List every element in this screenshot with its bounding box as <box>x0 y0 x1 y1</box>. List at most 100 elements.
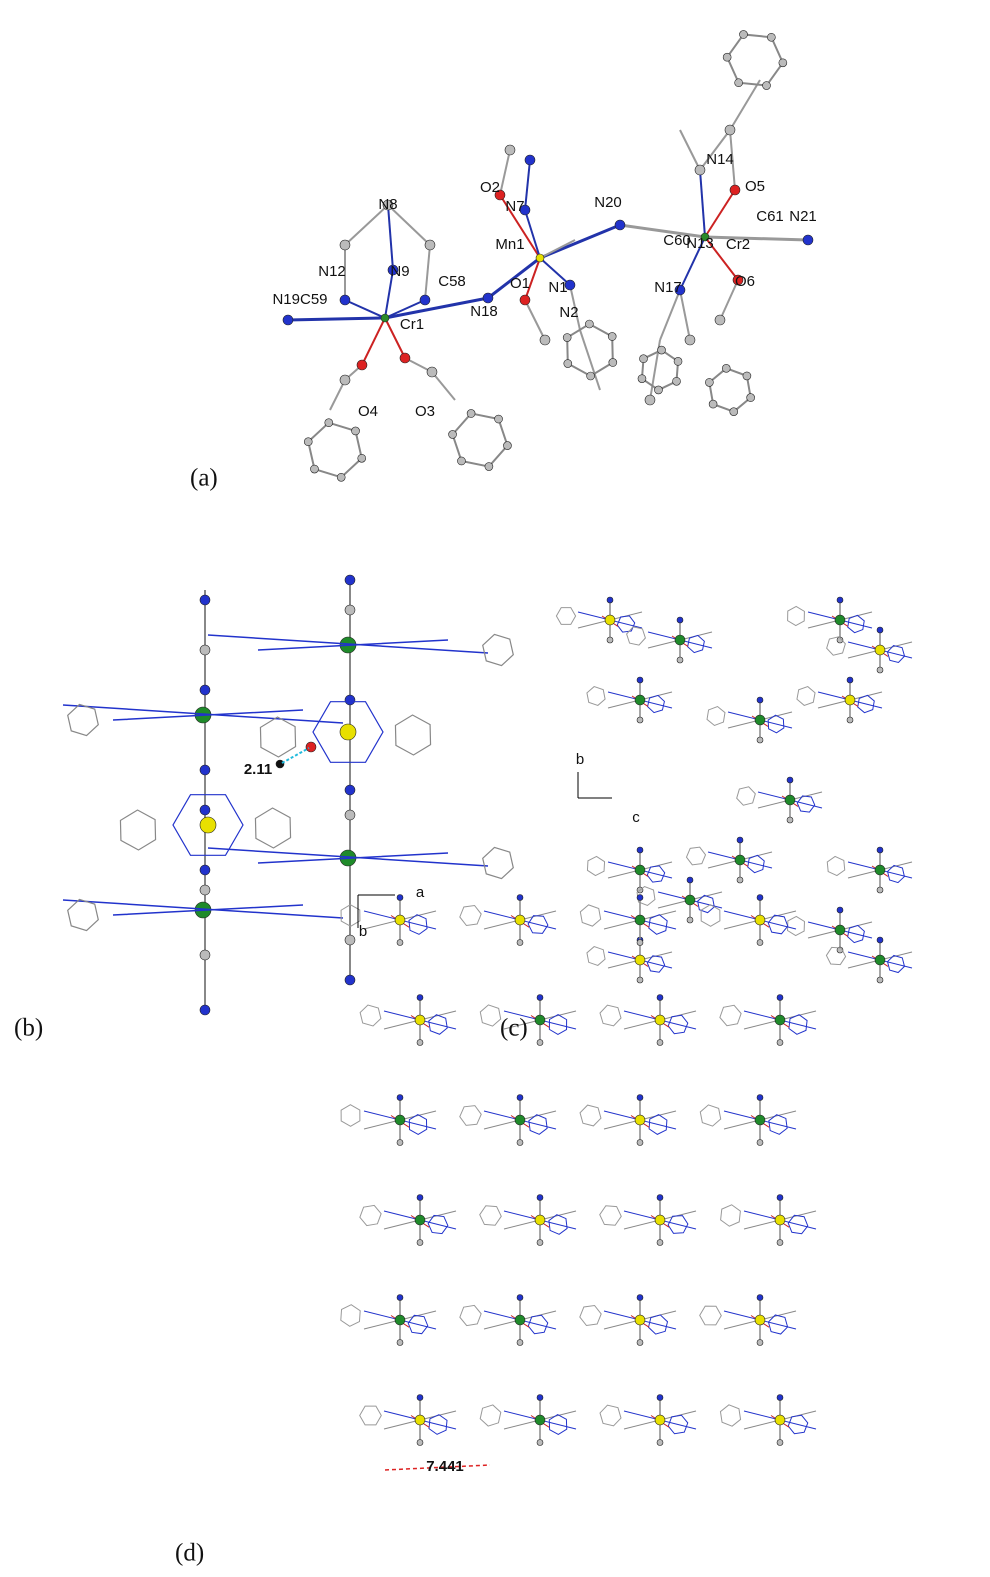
ring <box>736 786 756 806</box>
bond <box>287 316 386 322</box>
atom <box>776 1394 784 1401</box>
ring <box>119 809 157 851</box>
atom <box>504 144 516 156</box>
bond <box>619 223 706 239</box>
atom <box>562 333 572 342</box>
atom <box>524 154 536 166</box>
atom <box>416 1394 424 1401</box>
atom <box>756 1339 764 1346</box>
atom <box>536 1394 544 1401</box>
atom <box>539 334 551 346</box>
atom <box>457 456 466 466</box>
atom <box>344 604 356 616</box>
atom <box>586 371 595 381</box>
atom <box>305 741 317 753</box>
atom <box>644 394 656 406</box>
atom <box>774 1014 786 1026</box>
atom <box>357 453 367 463</box>
bond <box>729 79 761 131</box>
atom-label: O1 <box>510 275 530 292</box>
atom <box>585 319 594 329</box>
bond <box>704 235 809 242</box>
atom <box>199 864 211 876</box>
atom <box>654 1414 666 1426</box>
atom <box>414 1414 426 1426</box>
ring <box>459 904 482 927</box>
panel-c-structure <box>555 596 913 984</box>
atom <box>564 279 576 291</box>
atom-label: N20 <box>594 194 622 211</box>
atom <box>729 407 739 416</box>
atom <box>519 204 531 216</box>
ring <box>528 1114 548 1135</box>
atom <box>344 809 356 821</box>
atom <box>634 864 646 876</box>
atom <box>634 954 646 966</box>
ring <box>646 865 666 883</box>
ring <box>697 894 715 914</box>
ring <box>359 1004 382 1027</box>
atom <box>846 676 854 684</box>
macrocycle <box>207 634 489 654</box>
bond <box>431 371 456 401</box>
atom-label: C58 <box>438 273 466 290</box>
atom <box>344 694 356 706</box>
atom-label: N19C59 <box>272 291 327 308</box>
atom <box>535 253 545 263</box>
atom <box>844 694 856 706</box>
atom <box>739 30 748 39</box>
atom <box>516 1139 524 1146</box>
atom <box>536 994 544 1001</box>
atom <box>729 184 741 196</box>
atom <box>736 836 744 844</box>
atom <box>656 1194 664 1201</box>
atom <box>516 1294 524 1301</box>
ring <box>636 885 656 907</box>
atom-label: O2 <box>480 179 500 196</box>
atom <box>746 393 755 402</box>
atom <box>636 676 644 684</box>
atom-label: Mn1 <box>495 236 524 253</box>
atom <box>836 636 844 644</box>
ring <box>586 946 606 966</box>
atom <box>654 1014 666 1026</box>
atom <box>344 934 356 946</box>
atom <box>656 1439 664 1446</box>
atom <box>275 759 285 769</box>
atom <box>399 352 411 364</box>
atom <box>516 894 524 901</box>
bond <box>361 317 386 366</box>
ring <box>359 1204 382 1227</box>
atom <box>303 437 313 447</box>
atom <box>519 294 531 306</box>
panel-b-structure <box>62 574 514 1016</box>
bond <box>719 279 739 321</box>
atom <box>387 264 399 276</box>
bond <box>499 149 511 196</box>
ring <box>394 714 432 756</box>
bond <box>329 379 346 411</box>
atom <box>636 846 644 854</box>
atom-label: C60 <box>663 232 691 249</box>
atom <box>324 418 334 427</box>
atom <box>776 1039 784 1046</box>
atom-label: N7 <box>505 198 524 215</box>
atom <box>199 594 211 606</box>
ring <box>555 607 577 625</box>
panel-a-structure <box>282 30 814 482</box>
ring <box>599 1205 622 1226</box>
atom <box>416 1039 424 1046</box>
ring <box>408 914 428 935</box>
bond <box>384 299 426 319</box>
bond <box>699 129 731 171</box>
bond <box>679 289 691 341</box>
atom <box>834 614 846 626</box>
atom <box>282 314 294 326</box>
atom <box>636 976 644 984</box>
atom <box>686 916 694 924</box>
atom <box>448 430 457 439</box>
atom <box>774 1414 786 1426</box>
atom <box>834 924 846 936</box>
atom <box>876 976 884 984</box>
atom <box>534 1214 546 1226</box>
